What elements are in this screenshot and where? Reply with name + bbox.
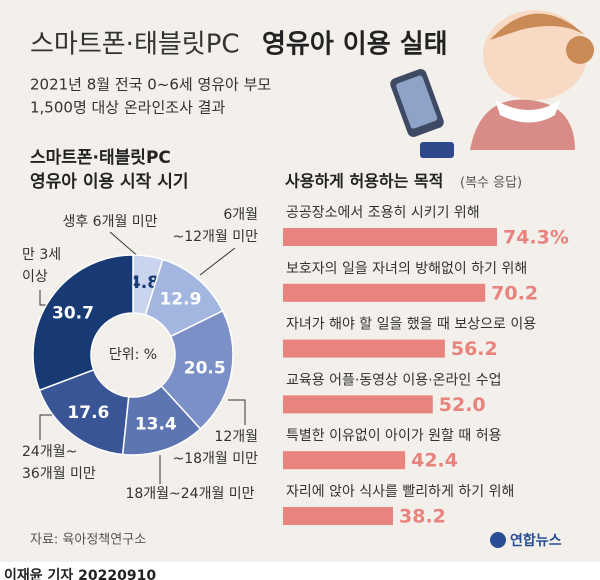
subtitle: 2021년 8월 전국 0~6세 영유아 부모	[30, 76, 271, 94]
category-label: 만 3세	[22, 247, 61, 263]
category-label: 6개월	[223, 207, 258, 223]
logo-icon	[490, 532, 506, 548]
chart-note: (복수 응답)	[460, 176, 522, 191]
subtitle: 1,500명 대상 온라인조사 결과	[30, 99, 225, 117]
value-label: 56.2	[451, 338, 498, 360]
bar	[283, 451, 406, 470]
category-label: 보호자의 일을 자녀의 방해없이 하기 위해	[286, 261, 527, 277]
value-label: 17.6	[67, 403, 109, 423]
bar	[283, 228, 497, 246]
category-label: 자녀가 해야 할 일을 했을 때 보상으로 이용	[286, 317, 536, 333]
center-label: 단위: %	[109, 347, 157, 363]
category-label: 이상	[22, 269, 48, 285]
category-label: 특별한 이유없이 아이가 원할 때 허용	[286, 428, 502, 444]
category-label: ~18개월 미만	[172, 451, 258, 467]
credit: 이재윤 기자 20220910	[4, 567, 156, 580]
title-emphasis: 영유아 이용 실태	[262, 30, 448, 60]
value-label: 52.0	[439, 394, 486, 416]
value-label: 38.2	[399, 506, 446, 528]
category-label: 공공장소에서 조용히 시키기 위해	[286, 205, 480, 221]
value-label: 20.5	[184, 359, 226, 379]
value-label: 70.2	[491, 282, 538, 304]
donut-segment	[38, 368, 130, 456]
value-label: 12.9	[159, 290, 201, 310]
chart-title: 영유아 이용 시작 시기	[30, 172, 189, 192]
value-label: 42.4	[411, 450, 458, 472]
illustration	[390, 10, 594, 158]
category-label: 자리에 앉아 식사를 빨리하게 하기 위해	[286, 484, 514, 500]
chart-title: 스마트폰·태블릿PC	[30, 148, 171, 168]
category-label: ~12개월 미만	[172, 229, 258, 245]
source: 자료: 육아정책연구소	[30, 533, 146, 548]
bar	[283, 339, 445, 358]
category-label: 12개월	[214, 429, 258, 445]
chart-title: 사용하게 허용하는 목적	[285, 172, 443, 191]
value-label: 74.3%	[503, 227, 569, 249]
bar	[283, 395, 433, 414]
category-label: 교육용 어플·동영상 이용·온라인 수업	[286, 372, 501, 388]
category-label: 18개월~24개월 미만	[125, 486, 254, 502]
logo: 연합뉴스	[510, 532, 562, 549]
bar	[283, 283, 486, 302]
title: 스마트폰·태블릿PC	[30, 30, 240, 60]
category-label: 24개월~	[22, 444, 77, 460]
value-label: 4.8	[129, 273, 159, 293]
value-label: 30.7	[52, 303, 94, 323]
category-label: 생후 6개월 미만	[62, 214, 157, 230]
category-label: 36개월 미만	[22, 466, 96, 482]
donut-segment	[160, 309, 234, 430]
value-label: 13.4	[135, 414, 177, 434]
bar	[283, 507, 394, 525]
donut-segment	[32, 254, 134, 392]
